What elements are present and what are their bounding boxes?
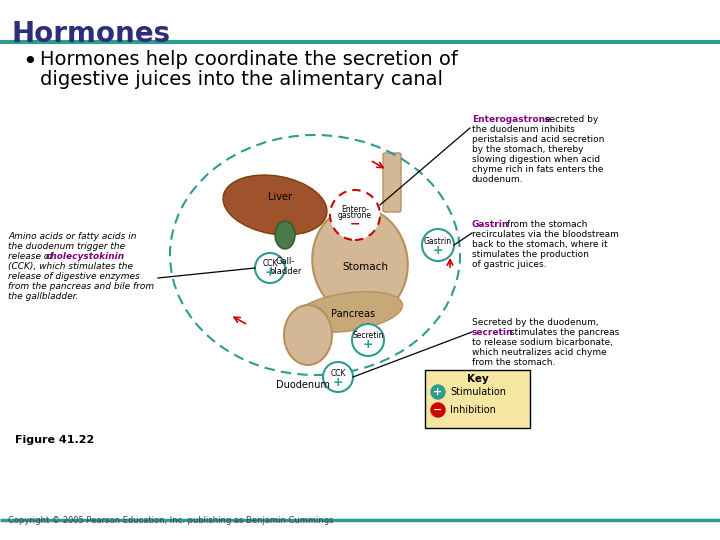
Text: gastrone: gastrone (338, 212, 372, 220)
Text: Key: Key (467, 374, 488, 384)
Text: Inhibition: Inhibition (450, 405, 496, 415)
Circle shape (323, 362, 353, 392)
Text: +: + (433, 244, 444, 256)
Text: which neutralizes acid chyme: which neutralizes acid chyme (472, 348, 607, 357)
Text: secretin: secretin (472, 328, 513, 337)
Text: +: + (265, 267, 275, 280)
Text: −: − (350, 218, 360, 231)
Text: Gall-
bladder: Gall- bladder (269, 257, 301, 276)
Text: •: • (22, 50, 37, 74)
Circle shape (431, 403, 445, 417)
Text: +: + (363, 339, 373, 352)
Text: chyme rich in fats enters the: chyme rich in fats enters the (472, 165, 603, 174)
Text: Hormones: Hormones (12, 20, 171, 48)
Text: Gastrin: Gastrin (424, 237, 452, 246)
Text: Amino acids or fatty acids in: Amino acids or fatty acids in (8, 232, 137, 241)
Text: back to the stomach, where it: back to the stomach, where it (472, 240, 608, 249)
Text: slowing digestion when acid: slowing digestion when acid (472, 155, 600, 164)
Text: Stomach: Stomach (342, 262, 388, 272)
Text: CCK: CCK (330, 368, 346, 377)
Ellipse shape (223, 175, 327, 235)
Text: duodenum.: duodenum. (472, 175, 523, 184)
Text: of gastric juices.: of gastric juices. (472, 260, 546, 269)
Text: Figure 41.22: Figure 41.22 (15, 435, 94, 445)
Text: +: + (433, 387, 443, 397)
Text: Copyright © 2005 Pearson Education, Inc. publishing as Benjamin Cummings: Copyright © 2005 Pearson Education, Inc.… (8, 516, 333, 525)
Text: to release sodium bicarbonate,: to release sodium bicarbonate, (472, 338, 613, 347)
Text: Stimulation: Stimulation (450, 387, 506, 397)
Text: −: − (433, 405, 443, 415)
Circle shape (255, 253, 285, 283)
Ellipse shape (275, 221, 295, 249)
Text: Secreted by the duodenum,: Secreted by the duodenum, (472, 318, 598, 327)
Circle shape (431, 385, 445, 399)
Ellipse shape (312, 207, 408, 317)
Text: the duodenum trigger the: the duodenum trigger the (8, 242, 125, 251)
FancyBboxPatch shape (425, 370, 530, 428)
Text: peristalsis and acid secretion: peristalsis and acid secretion (472, 135, 604, 144)
Text: cholecystokinin: cholecystokinin (46, 252, 125, 261)
Circle shape (352, 324, 384, 356)
Text: Entero-: Entero- (341, 206, 369, 214)
Ellipse shape (284, 305, 332, 365)
FancyBboxPatch shape (383, 153, 401, 212)
Circle shape (330, 190, 380, 240)
Circle shape (422, 229, 454, 261)
Text: from the pancreas and bile from: from the pancreas and bile from (8, 282, 154, 291)
Text: digestive juices into the alimentary canal: digestive juices into the alimentary can… (40, 70, 443, 89)
Text: Duodenum: Duodenum (276, 380, 330, 390)
Text: the duodenum inhibits: the duodenum inhibits (472, 125, 575, 134)
Text: secreted by: secreted by (542, 115, 598, 124)
Text: Secretin: Secretin (352, 332, 384, 341)
Text: (CCK), which stimulates the: (CCK), which stimulates the (8, 262, 133, 271)
Text: +: + (333, 375, 343, 388)
Text: CCK: CCK (262, 260, 278, 268)
Text: from the stomach.: from the stomach. (472, 358, 555, 367)
Text: stimulates the production: stimulates the production (472, 250, 589, 259)
Text: recirculates via the bloodstream: recirculates via the bloodstream (472, 230, 619, 239)
Ellipse shape (294, 292, 402, 332)
Text: release of digestive enzymes: release of digestive enzymes (8, 272, 140, 281)
Text: the gallbladder.: the gallbladder. (8, 292, 78, 301)
Text: Hormones help coordinate the secretion of: Hormones help coordinate the secretion o… (40, 50, 458, 69)
Text: by the stomach, thereby: by the stomach, thereby (472, 145, 583, 154)
Text: Enterogastrone: Enterogastrone (472, 115, 552, 124)
Text: from the stomach: from the stomach (504, 220, 588, 229)
Text: release of: release of (8, 252, 55, 261)
Text: Liver: Liver (268, 192, 292, 202)
Text: Pancreas: Pancreas (331, 309, 375, 319)
Text: stimulates the pancreas: stimulates the pancreas (507, 328, 619, 337)
Text: Gastrin: Gastrin (472, 220, 509, 229)
